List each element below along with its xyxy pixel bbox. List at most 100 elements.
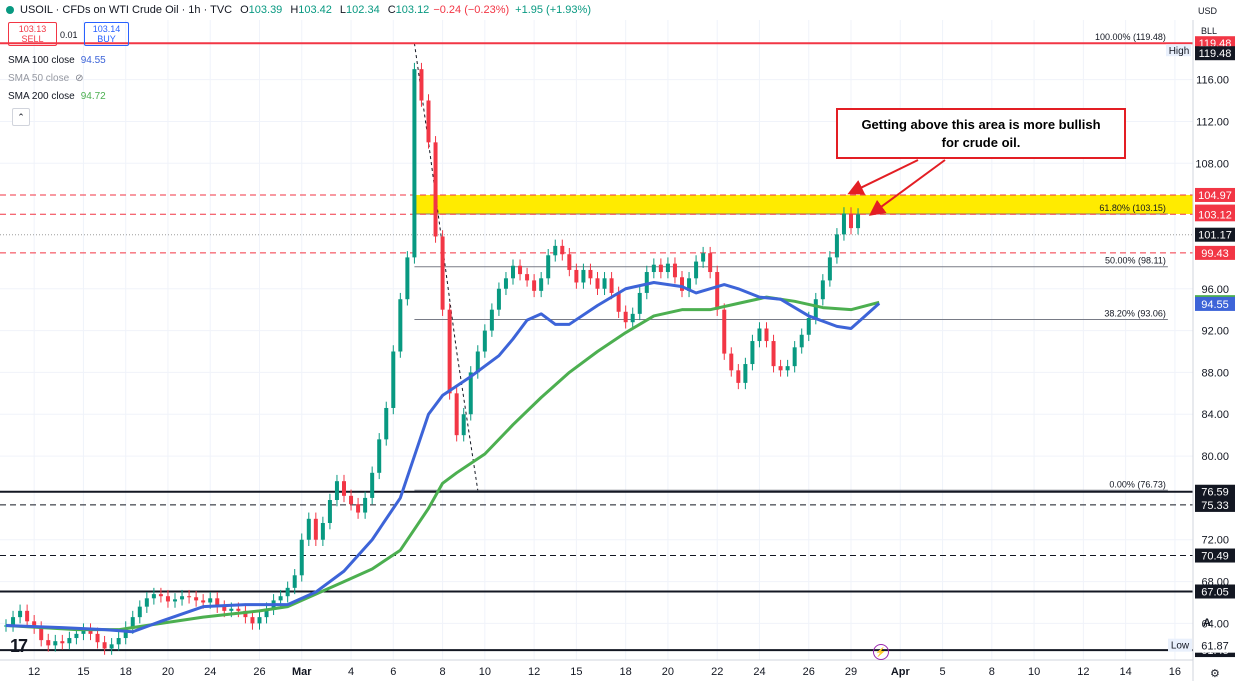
candle-body [165,596,170,602]
candle-body [546,255,551,279]
candle-body [433,142,438,237]
spread-value: 0.01 [60,30,78,40]
buy-price: 103.14 [92,24,121,34]
low-value-bg [1195,638,1235,653]
candle-body [792,347,797,367]
candle-body [313,518,318,540]
fib-label-4: 0.00% (76.73) [1109,479,1166,489]
candle-body [215,598,220,607]
candle-body [574,269,579,283]
candle-body [46,640,51,646]
candle-body [356,504,361,513]
high-marker-label: High [1169,46,1190,57]
sell-button[interactable]: 103.13 SELL [8,22,57,46]
candle-body [595,278,600,289]
candle-body [553,245,558,256]
candle-body [820,280,825,300]
currency-label[interactable]: USD [1197,6,1217,16]
candle-body [236,608,241,611]
price-label-bg-4 [1195,227,1235,242]
x-tick-label-8: 6 [390,666,396,678]
close-value: 103.12 [395,4,430,16]
candle-body [18,610,23,618]
candle-body [834,234,839,258]
y-tick-label: 112.00 [1196,116,1229,128]
scale-label[interactable]: BLL [1200,26,1217,36]
candle-body [412,69,417,258]
candle-body [144,598,149,607]
x-tick-label-20: 5 [939,666,945,678]
sma50-label: SMA 50 close [8,73,70,84]
y-tick-label: 96.00 [1201,284,1229,296]
price-label-8: 76.59 [1201,487,1229,499]
candle-body [95,633,100,643]
collapse-legend-button[interactable]: ⌃ [12,108,30,126]
gear-icon[interactable]: ⚙ [1210,668,1220,680]
auto-scale-button[interactable]: A [1203,617,1211,629]
legend-sma100[interactable]: SMA 100 close 94.55 [8,55,106,66]
sma200-label: SMA 200 close [8,91,75,102]
legend-sma200[interactable]: SMA 200 close 94.72 [8,91,106,102]
candle-body [651,264,656,273]
buy-button[interactable]: 103.14 BUY [84,22,129,46]
x-tick-label-24: 14 [1120,666,1132,678]
candle-body [454,393,459,436]
candle-body [813,299,818,319]
price-label-bg-9 [1195,497,1235,512]
y-tick-label: 108.00 [1195,158,1229,170]
x-tick-label-14: 20 [662,666,674,678]
candle-body [687,278,692,291]
candle-body [680,277,684,291]
candle-body [116,638,121,645]
legend-sma50[interactable]: SMA 50 close ⊘ [8,73,84,84]
lightning-icon[interactable]: ⚡ [873,644,889,660]
candle-body [130,617,135,628]
symbol-title[interactable]: USOIL · CFDs on WTI Crude Oil · 1h · TVC [20,4,233,16]
candle-body [391,351,396,408]
candle-body [750,341,755,365]
buy-label: BUY [97,34,116,44]
candle-body [581,269,586,283]
candle-body [616,292,621,312]
candle-body [158,594,163,597]
price-label-7: 94.55 [1201,299,1229,311]
candle-body [370,472,375,498]
candle-body [39,627,44,641]
x-tick-label-4: 24 [204,666,216,678]
candle-body [187,596,192,598]
candle-body [405,257,410,300]
x-tick-label-23: 12 [1077,666,1089,678]
tradingview-logo-icon[interactable]: 17 [10,636,28,656]
market-open-dot [6,6,14,14]
candle-body [841,213,846,235]
candle-body [489,309,494,331]
candle-body [757,328,762,342]
y-tick-label: 88.00 [1201,367,1229,379]
candle-body [475,351,480,373]
candle-body [327,500,332,524]
price-label-5: 99.43 [1201,248,1229,260]
candle-body [194,597,199,601]
candle-body [299,539,304,576]
candle-body [715,272,720,310]
low-value-label: 61.87 [1201,641,1229,653]
annotation-box: Getting above this area is more bullish … [836,108,1126,159]
eye-off-icon[interactable]: ⊘ [75,73,84,84]
sma100-value: 94.55 [80,55,106,66]
x-tick-label-3: 20 [162,666,174,678]
x-tick-label-7: 4 [348,666,354,678]
low-label: L [339,4,347,16]
candle-body [827,257,832,281]
x-tick-label-18: 29 [845,666,857,678]
candle-body [468,372,473,415]
candle-body [518,265,523,275]
candle-body [334,481,339,500]
x-tick-label-17: 26 [803,666,815,678]
candle-body [701,253,706,262]
candle-body [88,629,93,634]
resistance-zone [414,194,1194,214]
annotation-arrow-1 [868,159,946,216]
x-tick-label-19: Apr [891,666,911,678]
candle-body [278,596,283,601]
